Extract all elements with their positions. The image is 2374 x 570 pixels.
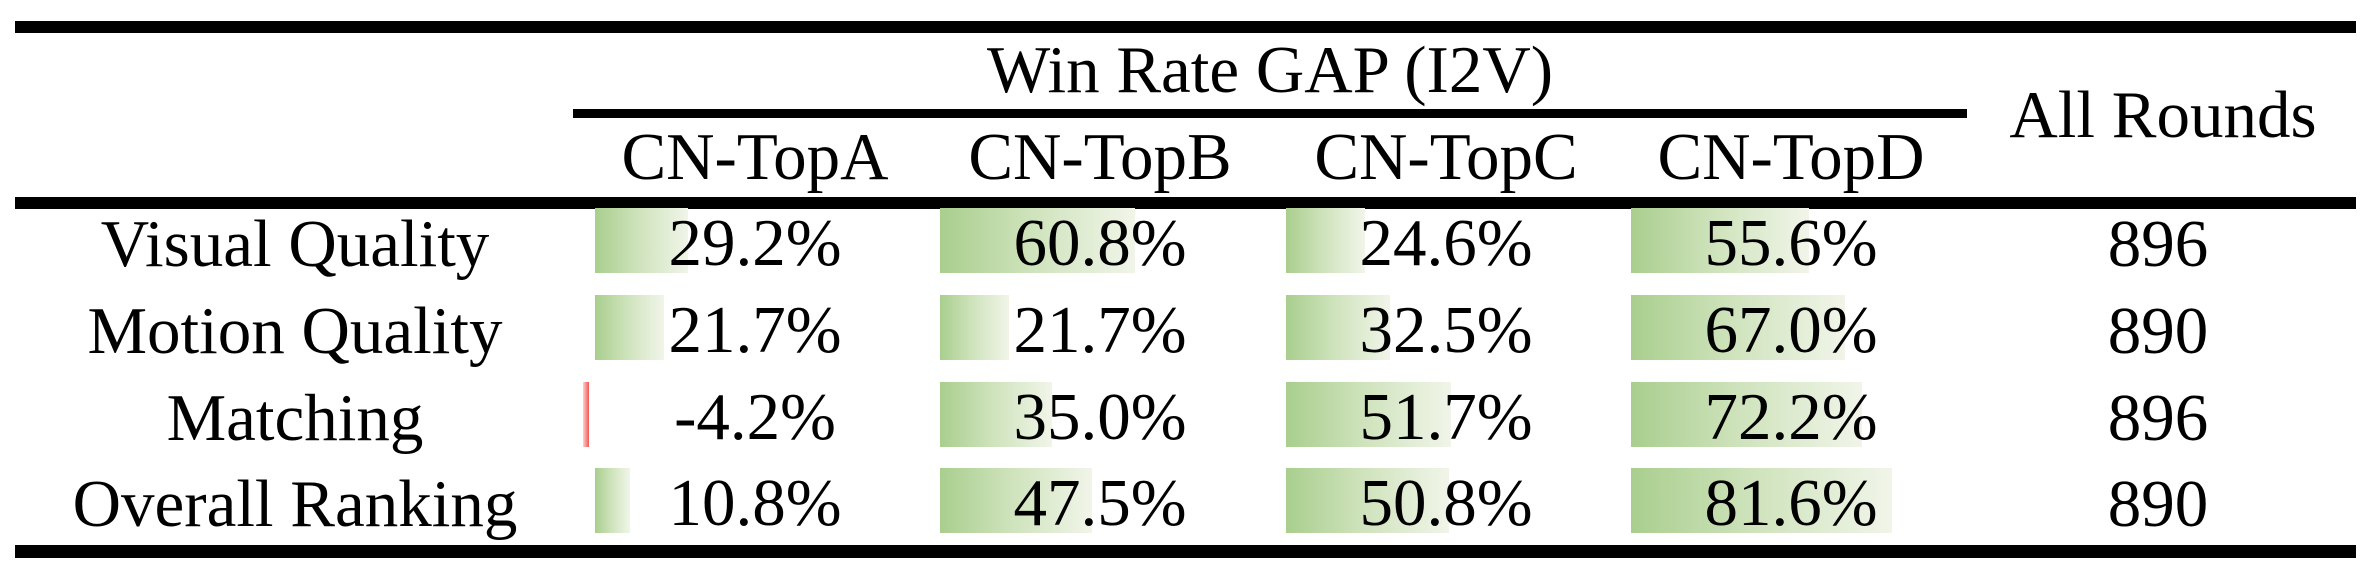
all-rounds-value: 896: [2107, 207, 2209, 281]
all-rounds-value: 890: [2107, 467, 2209, 541]
data-cell: 67.0%: [1631, 293, 1951, 367]
negative-data-bar: [583, 382, 589, 447]
data-cell: 10.8%: [595, 466, 915, 540]
row-label: Overall Ranking: [72, 467, 518, 541]
cell-value: 60.8%: [1013, 206, 1187, 280]
column-header-cn-topd: CN-TopD: [1657, 120, 1925, 194]
cell-value: 51.7%: [1359, 380, 1533, 454]
positive-data-bar: [1286, 295, 1390, 360]
positive-data-bar: [595, 468, 630, 533]
cell-value: -4.2%: [674, 380, 836, 454]
positive-data-bar: [1286, 382, 1452, 447]
cell-value: 10.8%: [668, 466, 842, 540]
cell-value: 50.8%: [1359, 466, 1533, 540]
positive-data-bar: [940, 468, 1092, 533]
data-cell: 47.5%: [940, 466, 1260, 540]
positive-data-bar: [1286, 468, 1449, 533]
cell-value: 21.7%: [1013, 293, 1187, 367]
positive-data-bar: [940, 208, 1135, 273]
cell-value: 24.6%: [1359, 206, 1533, 280]
data-cell: 55.6%: [1631, 206, 1951, 280]
cell-value: 47.5%: [1013, 466, 1187, 540]
data-cell: 50.8%: [1286, 466, 1606, 540]
column-header-cn-topc: CN-TopC: [1314, 120, 1578, 194]
data-cell: 29.2%: [595, 206, 915, 280]
data-cell: 51.7%: [1286, 380, 1606, 454]
data-cell: 81.6%: [1631, 466, 1951, 540]
row-label: Motion Quality: [87, 294, 503, 368]
column-header-cn-topb: CN-TopB: [968, 120, 1232, 194]
data-cell: 21.7%: [940, 293, 1260, 367]
all-rounds-value: 890: [2107, 294, 2209, 368]
cell-value: 21.7%: [668, 293, 842, 367]
row-label: Matching: [166, 381, 424, 455]
cell-value: 29.2%: [668, 206, 842, 280]
positive-data-bar: [1631, 295, 1846, 360]
data-cell: 72.2%: [1631, 380, 1951, 454]
header-separator-rule: [15, 197, 2356, 209]
row-label: Visual Quality: [100, 207, 490, 281]
positive-data-bar: [940, 295, 1010, 360]
positive-data-bar: [595, 295, 665, 360]
all-rounds-column-header: All Rounds: [2009, 78, 2317, 152]
positive-data-bar: [1286, 208, 1365, 273]
cell-value: 67.0%: [1704, 293, 1878, 367]
cell-value: 35.0%: [1013, 380, 1187, 454]
cell-value: 55.6%: [1704, 206, 1878, 280]
group-header-title: Win Rate GAP (I2V): [986, 33, 1554, 107]
positive-data-bar: [1631, 382, 1862, 447]
positive-data-bar: [595, 208, 689, 273]
all-rounds-value: 896: [2107, 381, 2209, 455]
positive-data-bar: [940, 382, 1052, 447]
positive-data-bar: [1631, 468, 1893, 533]
positive-data-bar: [1631, 208, 1809, 273]
cell-value: 32.5%: [1359, 293, 1533, 367]
group-header-underline-rule: [573, 109, 1967, 118]
data-cell: 24.6%: [1286, 206, 1606, 280]
top-rule: [15, 21, 2356, 33]
cell-value: 72.2%: [1704, 380, 1878, 454]
data-cell: -4.2%: [583, 380, 915, 454]
column-header-cn-topa: CN-TopA: [621, 120, 889, 194]
data-cell: 35.0%: [940, 380, 1260, 454]
data-cell: 60.8%: [940, 206, 1260, 280]
data-cell: 32.5%: [1286, 293, 1606, 367]
cell-value: 81.6%: [1704, 466, 1878, 540]
data-cell: 21.7%: [595, 293, 915, 367]
bottom-rule: [15, 545, 2356, 558]
